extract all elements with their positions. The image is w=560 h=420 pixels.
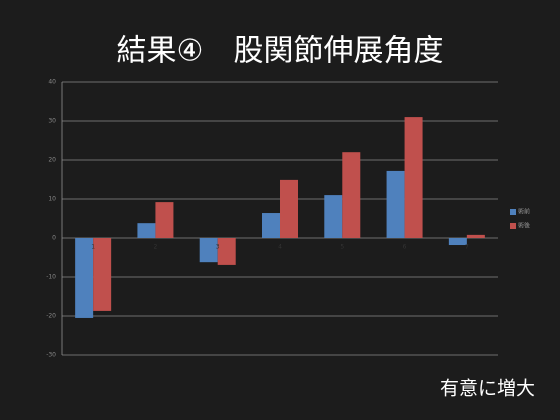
- legend-label: 術後: [518, 222, 530, 230]
- bar: [404, 117, 423, 238]
- legend-label: 術前: [518, 208, 530, 216]
- x-tick-label: 2: [154, 244, 158, 251]
- bar: [93, 238, 112, 311]
- bar: [199, 238, 218, 263]
- y-tick-label: 10: [48, 196, 56, 203]
- y-tick-label: -30: [46, 352, 56, 359]
- annotation: 有意に増大: [440, 378, 535, 400]
- x-tick-label: 5: [340, 244, 344, 251]
- bar: [448, 238, 467, 246]
- bar: [262, 213, 280, 238]
- y-tick-label: 30: [48, 118, 56, 125]
- y-tick-label: 20: [48, 157, 56, 164]
- bar: [342, 152, 361, 238]
- bar: [137, 223, 156, 238]
- y-tick-label: 40: [48, 79, 56, 86]
- y-tick-label: 0: [52, 235, 56, 242]
- legend-swatch: [510, 209, 516, 215]
- bar: [386, 170, 405, 238]
- x-tick-label: 4: [278, 244, 282, 251]
- y-tick-label: -10: [46, 274, 56, 281]
- x-tick-label: 7: [465, 244, 469, 251]
- bar: [155, 202, 174, 238]
- x-tick-label: 3: [216, 244, 220, 251]
- bar: [280, 179, 298, 238]
- bar: [324, 195, 343, 238]
- bar: [75, 238, 94, 318]
- bar: [217, 238, 236, 265]
- slide-title: 結果④ 股関節伸展角度: [117, 34, 444, 69]
- x-tick-label: 1: [91, 244, 95, 251]
- y-tick-label: -20: [46, 313, 56, 320]
- legend-swatch: [510, 223, 516, 229]
- bar: [466, 234, 485, 238]
- x-tick-label: 6: [403, 244, 407, 251]
